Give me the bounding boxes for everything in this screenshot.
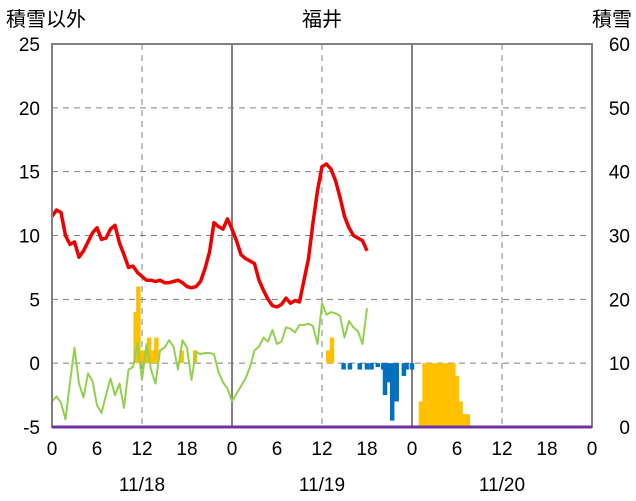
snowfall-bar <box>394 363 399 402</box>
x-tick-label: 18 <box>176 439 197 460</box>
snow-depth-bar <box>422 363 427 427</box>
x-tick-label: 18 <box>536 439 557 460</box>
snowfall-bar <box>389 363 395 421</box>
x-tick-label: 6 <box>452 439 463 460</box>
snow-depth-bar <box>436 363 442 427</box>
snowfall-bar <box>382 363 388 396</box>
snowfall-bar <box>369 363 374 370</box>
date-labels: 11/18 11/19 11/20 <box>119 475 525 496</box>
snowfall-bar <box>138 350 144 364</box>
snow-depth-bar <box>433 363 438 427</box>
snowfall-bar <box>375 363 381 367</box>
right-tick-label: 20 <box>609 290 630 311</box>
grid <box>52 44 592 427</box>
right-axis-ticks: 60 50 40 30 20 10 0 <box>609 35 630 439</box>
left-tick-label: 0 <box>29 354 40 375</box>
x-tick-label: 0 <box>587 439 598 460</box>
left-axis-ticks: 25 20 15 10 5 0 -5 <box>19 35 40 439</box>
date-label: 11/18 <box>119 475 165 496</box>
snowfall-bar <box>146 337 152 364</box>
snowfall-bar <box>326 350 331 364</box>
snowfall-bar <box>401 363 407 376</box>
snow-depth-bar <box>458 401 463 427</box>
left-tick-label: 20 <box>19 99 40 120</box>
green-series-line <box>51 302 368 421</box>
snowfall-bar <box>404 363 409 370</box>
red-series-line <box>50 162 369 309</box>
snowfall-bar <box>151 350 156 364</box>
snowfall-bar <box>347 363 353 370</box>
snowfall-bar <box>133 312 138 364</box>
snowfall-bar <box>386 363 391 383</box>
left-tick-label: 10 <box>19 227 40 248</box>
right-tick-label: 40 <box>609 163 630 184</box>
lines <box>50 162 369 421</box>
snow-depth-bar <box>440 363 445 427</box>
bars <box>133 286 471 427</box>
left-axis-title: 積雪以外 <box>6 8 86 31</box>
x-axis-ticks: 0 6 12 18 0 6 12 18 0 6 12 18 0 <box>47 439 598 460</box>
right-tick-label: 50 <box>609 99 630 120</box>
x-tick-label: 0 <box>227 439 238 460</box>
date-label: 11/19 <box>299 475 345 496</box>
snow-depth-bar <box>418 401 424 427</box>
snow-depth-bar <box>454 375 460 427</box>
x-tick-label: 6 <box>272 439 283 460</box>
snowfall-bar <box>141 350 147 364</box>
left-tick-label: -5 <box>23 418 40 439</box>
snow-depth-bar <box>465 414 471 427</box>
x-tick-label: 0 <box>407 439 418 460</box>
x-tick-label: 18 <box>356 439 377 460</box>
snowfall-bar <box>357 363 363 370</box>
snow-depth-bar <box>429 363 435 427</box>
right-axis-title: 積雪 <box>592 8 632 31</box>
snowfall-bar <box>136 286 141 364</box>
right-tick-label: 10 <box>609 354 630 375</box>
snow-depth-bar <box>443 363 449 427</box>
left-tick-label: 15 <box>19 163 40 184</box>
snow-depth-bar <box>447 363 453 427</box>
x-tick-label: 12 <box>311 439 332 460</box>
left-tick-label: 5 <box>29 290 40 311</box>
chart-title: 福井 <box>302 8 342 31</box>
x-tick-label: 12 <box>491 439 512 460</box>
x-tick-label: 6 <box>92 439 103 460</box>
right-tick-label: 60 <box>609 35 630 56</box>
right-tick-label: 0 <box>619 418 630 439</box>
snowfall-bar <box>329 337 335 364</box>
x-tick-label: 12 <box>131 439 152 460</box>
snow-depth-bar <box>461 414 467 427</box>
date-label: 11/20 <box>479 475 525 496</box>
left-tick-label: 25 <box>19 35 40 56</box>
snowfall-bar <box>144 350 149 364</box>
snow-depth-bar <box>425 363 431 427</box>
snowfall-bar <box>179 350 184 364</box>
snowfall-bar <box>409 363 415 370</box>
snow-depth-bar <box>451 363 456 427</box>
snowfall-bar <box>154 337 159 364</box>
snowfall-bar <box>364 363 370 370</box>
x-tick-label: 0 <box>47 439 58 460</box>
snowfall-bar <box>341 363 346 370</box>
plot-frame <box>51 43 593 429</box>
right-tick-label: 30 <box>609 227 630 248</box>
